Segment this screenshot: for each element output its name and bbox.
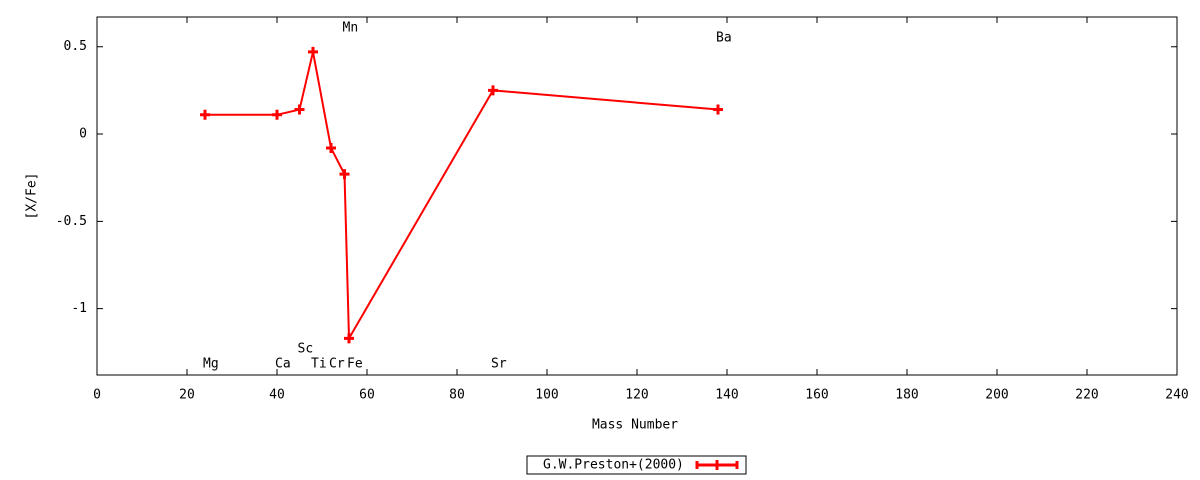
x-tick-label: 20	[179, 388, 195, 403]
x-tick-label: 220	[1075, 388, 1098, 403]
y-tick-label: -1	[71, 301, 87, 316]
x-tick-label: 60	[359, 388, 375, 403]
point-label: Sc	[298, 342, 314, 357]
y-axis-label: [X/Fe]	[25, 173, 40, 220]
point-label: Fe	[347, 357, 363, 372]
data-point	[308, 46, 318, 57]
data-point	[294, 104, 305, 115]
x-tick-label: 100	[535, 388, 558, 403]
data-point	[488, 85, 498, 96]
y-tick-label: -0.5	[56, 214, 87, 229]
point-label: Mg	[203, 357, 219, 372]
legend-label: G.W.Preston+(2000)	[543, 458, 684, 473]
x-tick-label: 240	[1165, 388, 1188, 403]
x-tick-label: 0	[93, 388, 101, 403]
legend-box	[526, 455, 747, 475]
data-point	[200, 109, 210, 120]
point-label: Mn	[343, 21, 359, 36]
data-point	[326, 142, 336, 153]
y-tick-label: 0.5	[64, 39, 87, 54]
x-tick-label: 180	[895, 388, 918, 403]
point-label: Ba	[716, 31, 732, 46]
series-line	[205, 51, 719, 342]
x-axis-label: Mass Number	[592, 418, 678, 433]
x-tick-label: 160	[805, 388, 828, 403]
point-label: Sr	[491, 357, 507, 372]
plot-frame	[96, 16, 1178, 376]
x-tick-label: 120	[625, 388, 648, 403]
x-tick-label: 40	[269, 388, 285, 403]
point-label: Cr	[329, 357, 345, 372]
y-tick-label: 0	[79, 127, 87, 142]
data-point	[344, 333, 354, 344]
x-tick-label: 140	[715, 388, 738, 403]
point-label: Ti	[311, 357, 327, 372]
point-label: Ca	[275, 357, 291, 372]
data-point	[713, 104, 723, 115]
data-point	[272, 109, 282, 120]
data-point	[339, 169, 350, 180]
x-tick-label: 80	[449, 388, 465, 403]
legend-marker	[712, 460, 722, 470]
x-tick-label: 200	[985, 388, 1008, 403]
